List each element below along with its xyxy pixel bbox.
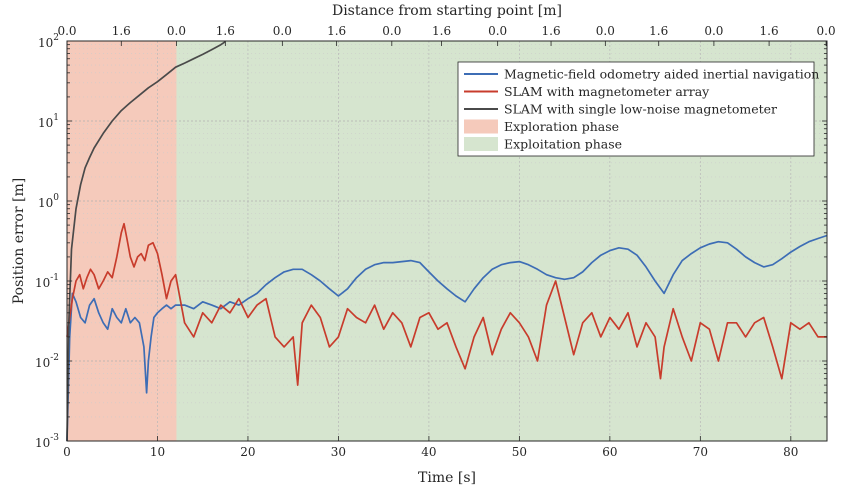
y-axis-label: Position error [m] [11, 178, 27, 304]
top-x-tick-label-13: 1.6 [760, 24, 779, 38]
x-tick-label-6: 60 [602, 445, 617, 459]
x-tick-label-8: 80 [783, 445, 798, 459]
top-x-tick-label-3: 1.6 [216, 24, 235, 38]
top-x-axis-label: Distance from starting point [m] [332, 3, 562, 19]
y-tick-exponent: 1 [53, 113, 59, 123]
legend-label-4: Exploitation phase [504, 137, 622, 152]
legend-box [457, 61, 815, 157]
series-lines [66, 40, 828, 442]
axis-ticks [66, 40, 827, 442]
top-x-tick-label-6: 0.0 [382, 24, 401, 38]
y-tick-label-5: 102 [38, 33, 59, 50]
series-line-0 [66, 234, 828, 442]
x-axis-label: Time [s] [418, 470, 476, 486]
y-tick-exponent: 0 [53, 193, 59, 203]
y-tick-base: 10 [35, 356, 50, 370]
top-x-tick-label-14: 0.0 [817, 24, 836, 38]
legend-swatch-3 [464, 119, 498, 134]
y-tick-exponent: 2 [53, 33, 59, 43]
top-x-tick-label-1: 1.6 [112, 24, 131, 38]
y-tick-label-3: 100 [38, 193, 59, 210]
x-tick-label-0: 0 [63, 445, 71, 459]
y-tick-exponent: -1 [50, 273, 59, 283]
legend-swatch-4 [464, 137, 498, 151]
y-tick-exponent: -3 [50, 433, 59, 443]
y-tick-label-1: 10-2 [35, 353, 59, 370]
series-line-2 [66, 40, 226, 442]
x-tick-label-5: 50 [512, 445, 527, 459]
y-tick-base: 10 [35, 276, 50, 290]
x-tick-label-7: 70 [693, 445, 708, 459]
y-tick-label-2: 10-1 [35, 273, 59, 290]
y-tick-base: 10 [38, 196, 53, 210]
top-x-tick-label-5: 1.6 [327, 24, 346, 38]
plot-frame [66, 40, 828, 442]
legend-label-2: SLAM with single low-noise magnetometer [504, 102, 777, 117]
y-tick-label-4: 101 [38, 113, 59, 130]
top-x-tick-label-11: 1.6 [649, 24, 668, 38]
top-x-tick-label-10: 0.0 [596, 24, 615, 38]
y-tick-base: 10 [38, 116, 53, 130]
legend-label-3: Exploration phase [504, 119, 619, 134]
legend: Magnetic-field odometry aided inertial n… [457, 61, 819, 157]
top-x-tick-label-7: 1.6 [432, 24, 451, 38]
legend-label-0: Magnetic-field odometry aided inertial n… [504, 67, 819, 82]
top-x-tick-label-0: 0.0 [57, 24, 76, 38]
y-tick-exponent: -2 [50, 353, 59, 363]
series-line-1 [66, 222, 827, 386]
legend-label-1: SLAM with magnetometer array [504, 84, 710, 99]
x-tick-label-4: 40 [421, 445, 436, 459]
y-tick-base: 10 [38, 36, 53, 50]
y-tick-label-0: 10-3 [35, 433, 59, 450]
top-x-tick-label-8: 0.0 [488, 24, 507, 38]
top-x-tick-label-4: 0.0 [273, 24, 292, 38]
axis-tick-labels: 0 10 20 30 40 50 60 70 800.0 1.6 0.0 1.6 0.0 1.6 0.0 1.… [35, 24, 836, 459]
x-tick-label-3: 30 [331, 445, 346, 459]
top-x-tick-label-2: 0.0 [167, 24, 186, 38]
x-tick-label-1: 10 [150, 445, 165, 459]
phase-region-0 [67, 41, 177, 441]
top-x-tick-label-12: 0.0 [704, 24, 723, 38]
top-x-tick-label-9: 1.6 [542, 24, 561, 38]
x-tick-label-2: 20 [240, 445, 255, 459]
y-tick-base: 10 [35, 436, 50, 450]
